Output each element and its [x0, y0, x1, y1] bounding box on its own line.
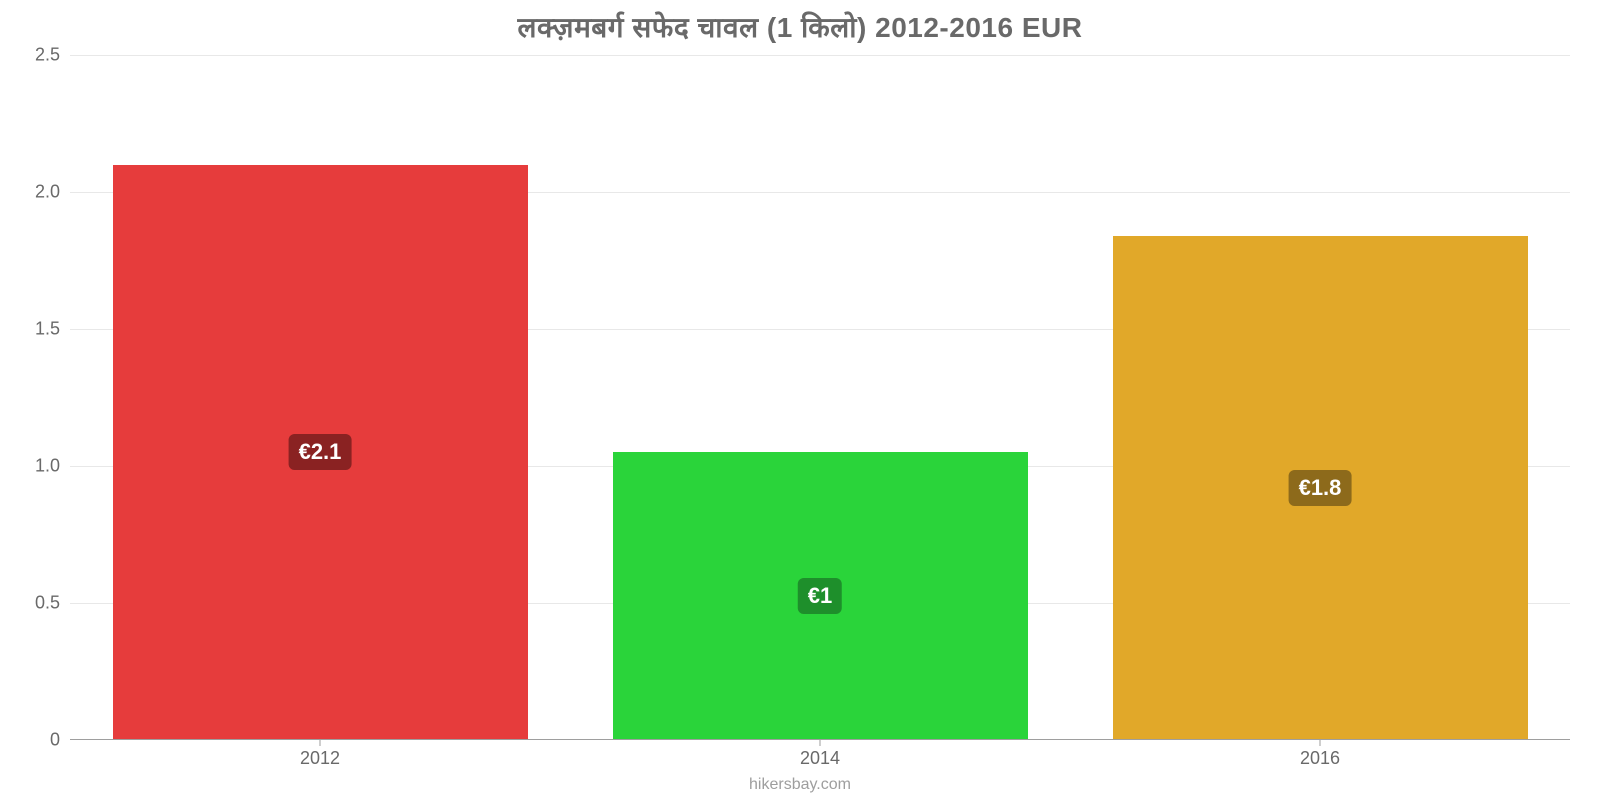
plot-area: 00.51.01.52.02.5 €2.1€1€1.8 201220142016	[70, 55, 1570, 740]
attribution-text: hikersbay.com	[0, 776, 1600, 794]
x-tick-label: 2014	[800, 740, 840, 769]
value-badge: €1.8	[1289, 470, 1352, 506]
chart-container: लक्ज़मबर्ग सफेद चावल (1 किलो) 2012-2016 …	[0, 0, 1600, 800]
y-tick-label: 2.0	[35, 182, 70, 203]
y-tick-label: 0	[50, 730, 70, 751]
y-tick-label: 1.5	[35, 319, 70, 340]
grid-line	[70, 55, 1570, 56]
y-tick-label: 2.5	[35, 45, 70, 66]
value-badge: €2.1	[289, 434, 352, 470]
y-tick-label: 1.0	[35, 456, 70, 477]
value-badge: €1	[798, 578, 842, 614]
y-tick-label: 0.5	[35, 593, 70, 614]
chart-title: लक्ज़मबर्ग सफेद चावल (1 किलो) 2012-2016 …	[0, 8, 1600, 46]
x-tick-label: 2016	[1300, 740, 1340, 769]
x-tick-label: 2012	[300, 740, 340, 769]
